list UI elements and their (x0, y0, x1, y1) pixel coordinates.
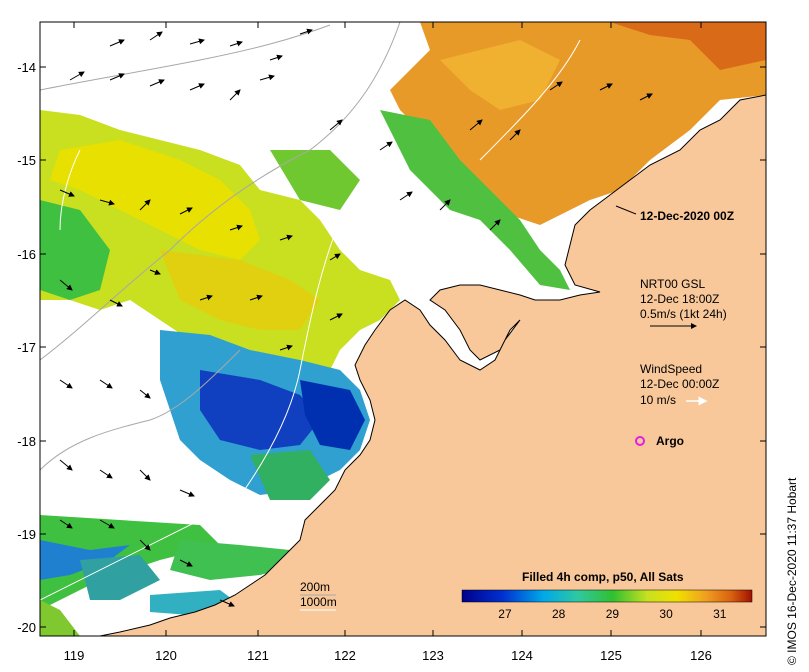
lon-tick-label: 126 (690, 648, 712, 663)
land-mass (99, 94, 766, 636)
lat-tick-label: -17 (17, 340, 36, 355)
colorbar-tick-label: 29 (606, 607, 620, 621)
current-legend-title: NRT00 GSL (640, 277, 705, 291)
depth-legend-200m: 200m (300, 580, 330, 594)
current-legend-scale: 0.5m/s (1kt 24h) (640, 307, 727, 321)
latitude-axis: -14 -15 -16 -17 -18 -19 -20 (17, 60, 766, 635)
current-legend: NRT00 GSL 12-Dec 18:00Z 0.5m/s (1kt 24h) (640, 277, 727, 329)
lon-tick-label: 122 (334, 648, 356, 663)
depth-legend-1000m: 1000m (300, 595, 337, 609)
colorbar: Filled 4h comp, p50, All Sats 27 28 29 30 31 (461, 570, 753, 621)
lon-tick-label: 123 (422, 648, 444, 663)
wind-legend-title: WindSpeed (640, 362, 702, 376)
wind-legend: WindSpeed 12-Dec 00:00Z 10 m/s (640, 362, 719, 407)
colorbar-tick-label: 27 (498, 607, 512, 621)
wind-legend-time: 12-Dec 00:00Z (640, 377, 719, 391)
lon-tick-label: 121 (247, 648, 269, 663)
sst-field (40, 22, 766, 636)
colorbar-gradient (461, 589, 753, 603)
colorbar-tick-label: 28 (552, 607, 566, 621)
lat-tick-label: -19 (17, 527, 36, 542)
wind-legend-scale: 10 m/s (640, 393, 676, 407)
colorbar-tick-label: 30 (659, 607, 673, 621)
colorbar-tick-label: 31 (713, 607, 727, 621)
depth-legend: 200m 1000m (300, 580, 337, 611)
lon-tick-label: 120 (155, 648, 177, 663)
lon-tick-label: 124 (511, 648, 533, 663)
imos-credit: © IMOS 16-Dec-2020 11:37 Hobart (785, 477, 799, 665)
argo-float-icon (635, 436, 645, 446)
depth-contours (40, 22, 581, 601)
plot-frame (39, 21, 767, 637)
lat-tick-label: -14 (17, 60, 36, 75)
date-label-pointer (615, 205, 637, 215)
lat-tick-label: -18 (17, 434, 36, 449)
colorbar-title: Filled 4h comp, p50, All Sats (522, 570, 684, 584)
lat-tick-label: -15 (17, 153, 36, 168)
longitude-axis: 119 120 121 122 123 124 125 126 (64, 22, 712, 663)
argo-label: Argo (656, 434, 684, 448)
lon-tick-label: 119 (64, 648, 85, 663)
lon-tick-label: 125 (600, 648, 622, 663)
current-vectors (59, 28, 653, 607)
current-legend-time: 12-Dec 18:00Z (640, 292, 719, 306)
lat-tick-label: -20 (17, 620, 36, 635)
date-label: 12-Dec-2020 00Z (640, 209, 734, 223)
lat-tick-label: -16 (17, 247, 36, 262)
